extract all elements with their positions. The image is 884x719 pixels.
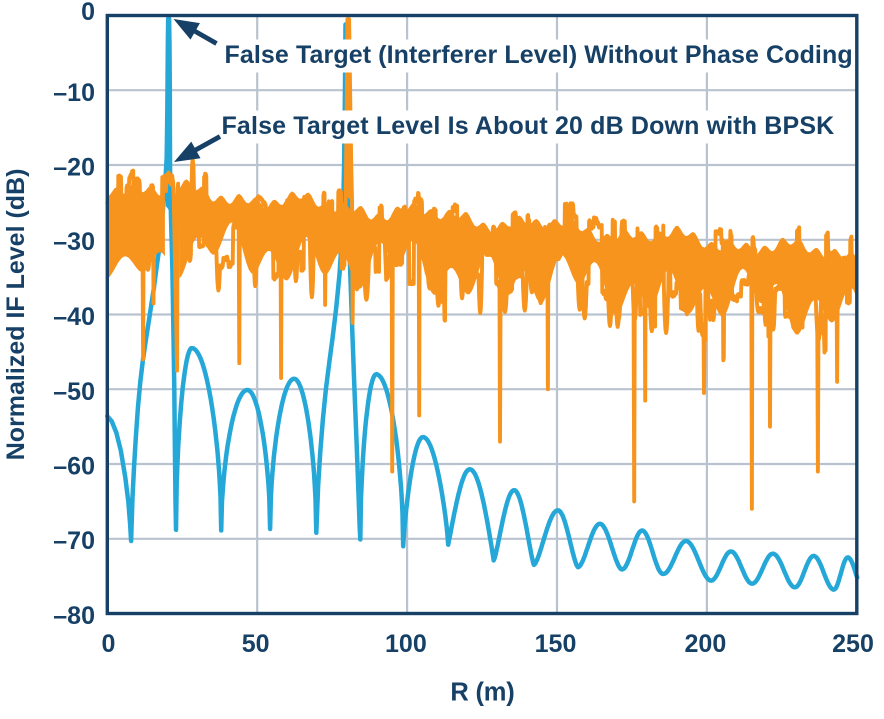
svg-text:–70: –70 [53, 527, 95, 555]
svg-text:False Target Level Is About 20: False Target Level Is About 20 dB Down w… [222, 112, 835, 140]
svg-text:–30: –30 [53, 228, 95, 256]
svg-text:0: 0 [102, 630, 116, 658]
svg-text:–80: –80 [53, 602, 95, 630]
svg-text:250: 250 [832, 630, 874, 658]
svg-text:–50: –50 [53, 378, 95, 406]
svg-text:Normalized IF Level (dB): Normalized IF Level (dB) [2, 169, 30, 461]
svg-text:50: 50 [242, 630, 270, 658]
svg-text:200: 200 [685, 630, 727, 658]
svg-text:–20: –20 [53, 154, 95, 182]
svg-text:–10: –10 [53, 79, 95, 107]
svg-text:False Target (Interferer Level: False Target (Interferer Level) Without … [225, 41, 853, 69]
svg-text:150: 150 [535, 630, 577, 658]
svg-text:R (m): R (m) [450, 679, 514, 707]
svg-text:0: 0 [81, 0, 95, 26]
svg-text:100: 100 [385, 630, 427, 658]
svg-text:–40: –40 [53, 303, 95, 331]
svg-text:–60: –60 [53, 453, 95, 481]
